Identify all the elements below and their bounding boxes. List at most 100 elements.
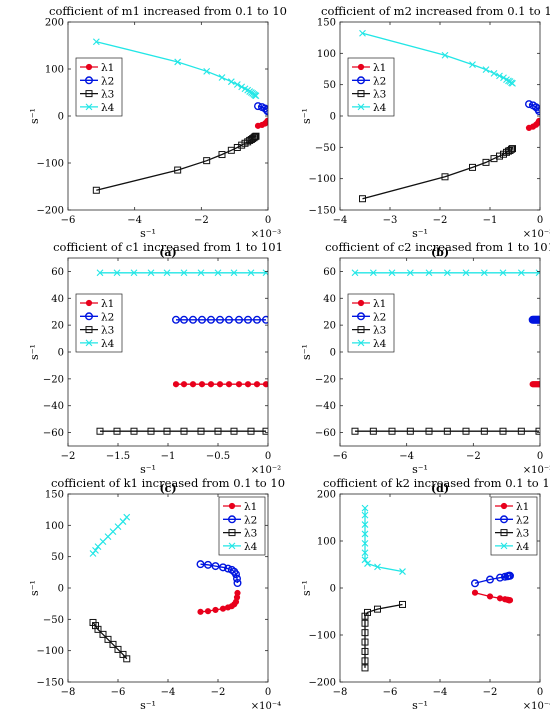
series-line-3	[362, 148, 513, 200]
legend-marker-2	[84, 312, 93, 321]
x-tick-label: −2	[466, 451, 481, 462]
data-point	[482, 158, 490, 166]
legend-label-1: λ1	[101, 298, 114, 310]
y-tick-label: −50	[315, 143, 336, 154]
data-point	[361, 629, 369, 637]
legend-label-2: λ2	[101, 75, 114, 87]
y-axis-label: s⁻¹	[28, 344, 41, 360]
legend-marker-3	[357, 326, 365, 334]
data-point	[506, 597, 514, 604]
plot-area	[351, 269, 540, 435]
y-tick-label: −150	[309, 206, 336, 217]
data-point	[130, 427, 138, 435]
data-point	[234, 589, 241, 597]
data-point	[230, 427, 238, 435]
data-point	[99, 538, 107, 546]
x-tick-label: −0.5	[206, 451, 230, 462]
data-point	[374, 605, 381, 613]
x-tick-label: −8	[333, 687, 348, 698]
legend-marker-4	[85, 103, 93, 111]
data-point	[508, 145, 515, 153]
data-point	[206, 315, 215, 324]
legend-marker-3	[357, 90, 365, 98]
data-point	[399, 600, 406, 608]
legend-label-4: λ4	[101, 338, 115, 350]
x-tick-label: −4	[161, 687, 176, 698]
y-tick-label: 50	[323, 80, 336, 91]
plot-area	[96, 269, 268, 435]
x-tick-label: −6	[333, 451, 348, 462]
data-point	[496, 72, 503, 80]
legend-label-2: λ2	[373, 75, 386, 87]
data-point	[361, 530, 369, 538]
data-point	[123, 513, 131, 521]
legend-marker-3	[228, 529, 236, 537]
x-axis-label: s⁻¹	[140, 699, 156, 712]
x-tick-label: −1	[483, 215, 498, 226]
legend-label-4: λ4	[244, 541, 258, 553]
data-point	[253, 102, 262, 111]
x-tick-label: −4	[333, 215, 348, 226]
data-point	[425, 427, 433, 435]
data-point	[441, 173, 449, 181]
legend-marker-2	[227, 515, 236, 524]
x-tick-label: −2	[211, 687, 226, 698]
y-axis-label: s⁻¹	[28, 580, 41, 596]
data-point	[147, 427, 155, 435]
legend-label-3: λ3	[373, 325, 386, 337]
data-point	[443, 427, 451, 435]
data-point	[480, 269, 488, 277]
data-point	[351, 427, 359, 435]
y-tick-label: −20	[43, 374, 64, 385]
data-point	[204, 608, 212, 615]
data-point	[262, 427, 268, 435]
data-point	[535, 117, 540, 125]
data-point	[388, 427, 396, 435]
plot-area	[89, 513, 242, 663]
data-point	[369, 269, 377, 277]
data-point	[215, 315, 224, 324]
data-point	[509, 145, 516, 153]
data-point	[223, 564, 232, 573]
data-point	[482, 66, 490, 74]
data-point	[351, 269, 359, 277]
data-point	[406, 269, 414, 277]
subplot-caption: (d)	[431, 482, 449, 495]
x-exponent-label: ×10⁻²	[251, 465, 281, 476]
legend-label-4: λ4	[373, 102, 387, 114]
data-point	[509, 80, 516, 87]
y-tick-label: 0	[58, 584, 64, 595]
data-point	[230, 269, 238, 277]
data-point	[203, 560, 212, 569]
data-point	[361, 511, 369, 519]
data-point	[232, 574, 241, 583]
y-tick-label: 0	[330, 348, 336, 359]
series-line-4	[364, 508, 403, 573]
x-tick-label: 0	[537, 687, 543, 698]
data-point	[262, 315, 268, 324]
x-exponent-label: ×10⁻³	[523, 229, 550, 240]
y-tick-label: 150	[317, 18, 336, 29]
data-point	[496, 595, 504, 602]
x-tick-label: −4	[399, 451, 414, 462]
x-tick-label: −2	[483, 687, 498, 698]
data-point	[211, 562, 220, 571]
data-point	[235, 381, 243, 388]
y-axis-label: s⁻¹	[300, 580, 313, 596]
data-point	[535, 427, 540, 435]
data-point	[506, 571, 515, 580]
legend-label-2: λ2	[244, 514, 257, 526]
data-point	[94, 543, 102, 551]
y-axis-label: s⁻¹	[300, 344, 313, 360]
data-point	[119, 650, 127, 658]
y-axis-label: s⁻¹	[300, 108, 313, 124]
plot-area	[92, 38, 268, 194]
y-tick-label: 20	[51, 321, 64, 332]
x-exponent-label: ×10⁻⁴	[251, 701, 281, 712]
legend-label-2: λ2	[516, 514, 529, 526]
x-tick-label: −6	[383, 687, 398, 698]
data-point	[490, 69, 498, 77]
data-point	[197, 315, 206, 324]
